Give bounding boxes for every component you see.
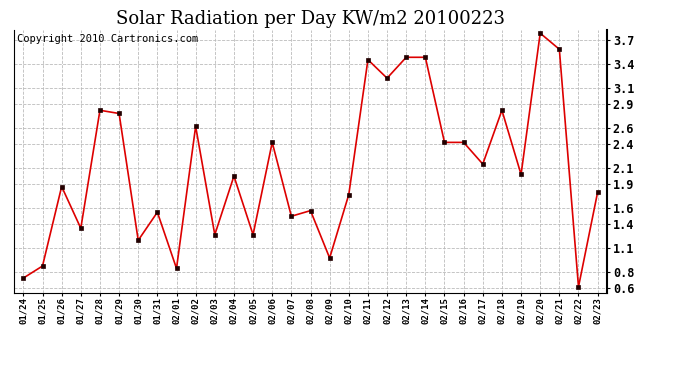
Title: Solar Radiation per Day KW/m2 20100223: Solar Radiation per Day KW/m2 20100223 bbox=[116, 10, 505, 28]
Text: Copyright 2010 Cartronics.com: Copyright 2010 Cartronics.com bbox=[17, 34, 198, 44]
